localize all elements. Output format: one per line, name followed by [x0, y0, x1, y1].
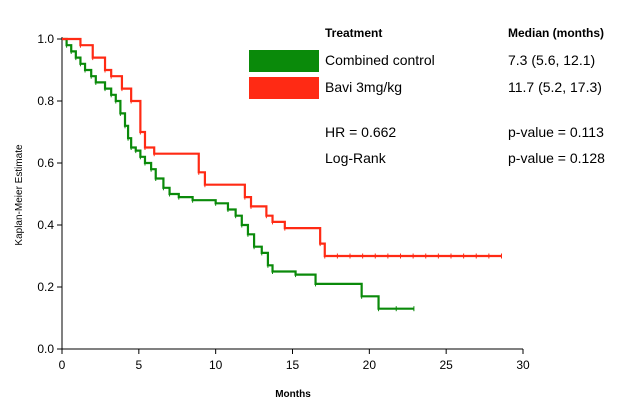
km-series-line-1 [62, 37, 502, 258]
y-tick-label: 0.0 [37, 342, 54, 356]
axes: 0 5 10 15 20 25 30 0.0 0.2 0.4 0.6 0.8 1.0 [37, 32, 530, 372]
x-tick-label: 5 [135, 358, 142, 372]
series-layer [62, 37, 502, 312]
x-tick-label: 0 [59, 358, 66, 372]
legend-median-combined-control: 7.3 (5.6, 12.1) [508, 52, 596, 68]
y-tick-label: 0.4 [37, 218, 54, 232]
x-tick-label: 30 [516, 358, 530, 372]
logrank-text: Log-Rank [325, 150, 386, 166]
x-tick-label: 10 [209, 358, 223, 372]
km-series-line-0 [62, 37, 414, 310]
hazard-ratio-text: HR = 0.662 [325, 124, 397, 140]
legend-swatch-combined-control [249, 50, 319, 72]
logrank-pvalue: p-value = 0.128 [508, 150, 605, 166]
legend-label-combined-control: Combined control [325, 52, 435, 68]
legend-label-bavi: Bavi 3mg/kg [325, 79, 403, 95]
x-tick-label: 20 [363, 358, 377, 372]
y-tick-label: 0.6 [37, 156, 54, 170]
y-tick-label: 0.2 [37, 280, 54, 294]
legend-treatment-header: Treatment [325, 26, 383, 40]
legend-median-header: Median (months) [508, 26, 604, 40]
hazard-ratio-pvalue: p-value = 0.113 [508, 124, 604, 140]
x-tick-label: 15 [286, 358, 300, 372]
x-tick-label: 25 [439, 358, 453, 372]
x-axis-label: Months [275, 389, 311, 400]
legend-median-bavi: 11.7 (5.2, 17.3) [508, 79, 602, 95]
y-tick-label: 1.0 [37, 32, 54, 46]
y-axis-label: Kaplan-Meier Estimate [14, 144, 25, 246]
y-tick-label: 0.8 [37, 94, 54, 108]
legend-swatch-bavi [249, 77, 319, 99]
